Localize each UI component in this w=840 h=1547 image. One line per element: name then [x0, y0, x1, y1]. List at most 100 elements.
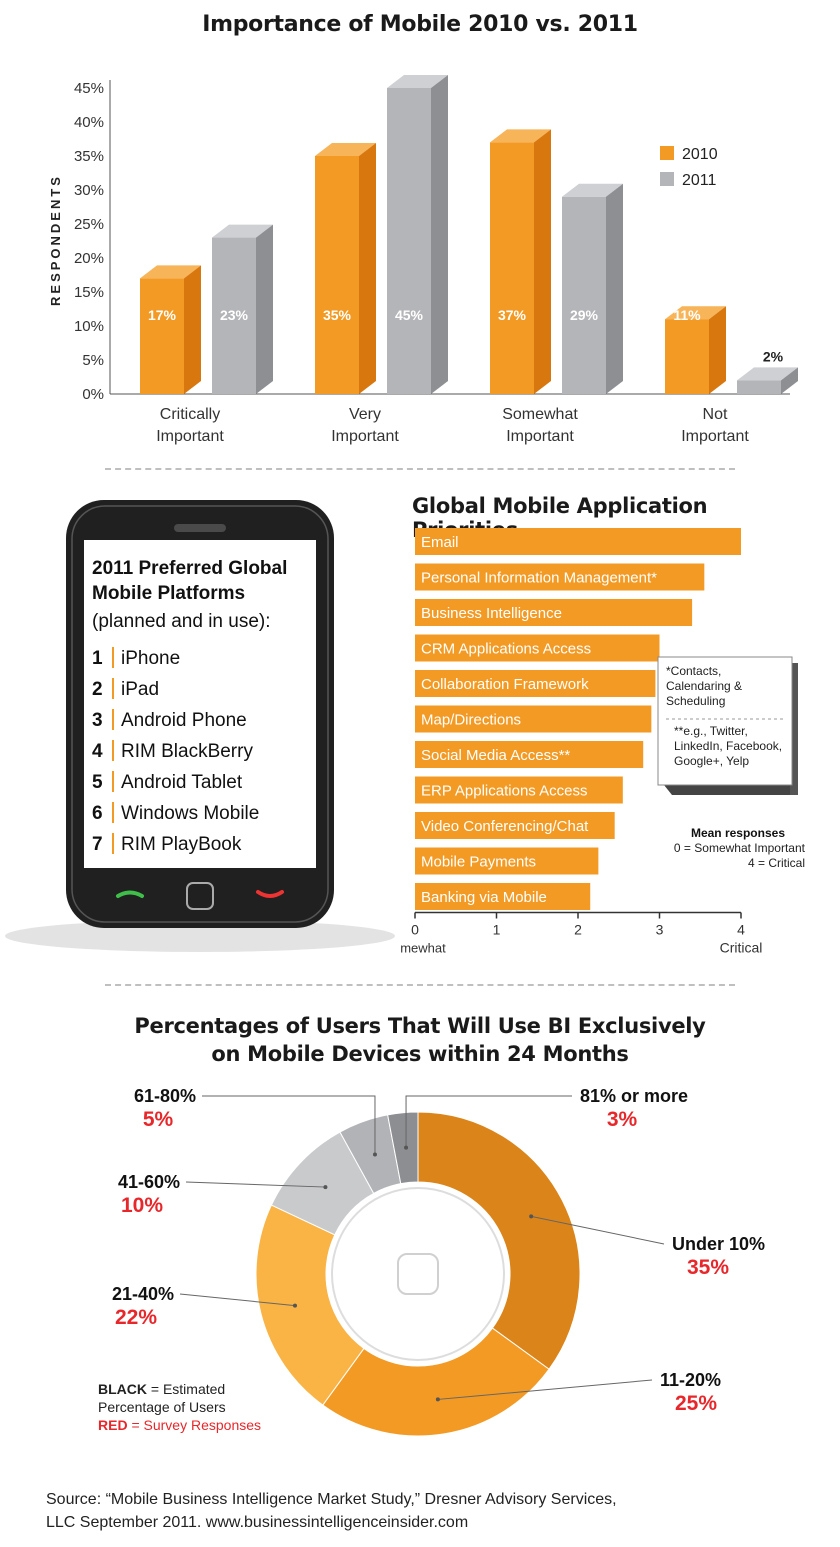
platform-item: 5 Android Tablet — [92, 771, 243, 793]
svg-text:iPhone: iPhone — [121, 648, 180, 669]
legend-label-2011: 2011 — [682, 172, 717, 189]
key-black-line-2: Percentage of Users — [98, 1399, 226, 1415]
legend-label-2010: 2010 — [682, 146, 718, 163]
y-tick-label: 45% — [74, 80, 104, 97]
footnote-1-line: Calendaring & — [666, 679, 742, 693]
y-tick-label: 10% — [74, 318, 104, 335]
x-category-label: Important — [681, 428, 749, 445]
x-category-label: Critically — [160, 406, 220, 423]
priority-bar-label: Personal Information Management* — [421, 570, 657, 587]
x-category-label: Not — [703, 406, 728, 423]
footnote-box — [657, 656, 793, 786]
priority-bar-label: Email — [421, 534, 459, 551]
priorities-bar-chart: Email Personal Information Management* Bus… — [400, 528, 806, 960]
phone-illustration: 2011 Preferred Global Mobile Platforms (pl… — [5, 500, 395, 952]
divider-1 — [105, 468, 735, 470]
svg-text:3: 3 — [92, 710, 103, 731]
y-tick-label: 40% — [74, 114, 104, 131]
divider-2 — [105, 984, 735, 986]
bar-value-label: 17% — [148, 307, 177, 323]
chart3-title-line2: on Mobile Devices within 24 Months — [211, 1042, 629, 1066]
bar-value-label: 11% — [673, 307, 701, 323]
svg-text:RIM BlackBerry: RIM BlackBerry — [121, 741, 253, 762]
donut-slice — [322, 1327, 550, 1437]
y-tick-label: 25% — [74, 216, 104, 233]
slice-category-label: 21-40% — [112, 1284, 174, 1304]
svg-text:2: 2 — [92, 679, 103, 700]
svg-text:iPad: iPad — [121, 679, 159, 700]
platform-item: 7 RIM PlayBook — [92, 833, 242, 855]
leader-line — [179, 1293, 296, 1307]
source-line-2: LLC September 2011. www.businessintellig… — [46, 1514, 469, 1531]
donut-slice — [417, 1111, 581, 1370]
priority-bar-label: Video Conferencing/Chat — [421, 818, 589, 835]
priority-bar-label: Map/Directions — [421, 712, 521, 729]
mean-responses-line: 0 = Somewhat Important — [674, 841, 806, 855]
chart3-title-line1: Percentages of Users That Will Use BI Ex… — [134, 1014, 706, 1038]
phone-subtitle: (planned and in use): — [92, 611, 271, 632]
y-tick-label: 30% — [74, 182, 104, 199]
slice-response-label: 10% — [121, 1194, 163, 1217]
svg-text:RIM PlayBook: RIM PlayBook — [121, 834, 242, 855]
platform-item: 1 iPhone — [92, 647, 180, 669]
speaker-slot — [174, 524, 226, 532]
mean-responses-line: 4 = Critical — [748, 856, 805, 870]
leader-line — [437, 1379, 653, 1400]
key-red-line: RED = Survey Responses — [98, 1417, 261, 1433]
svg-text:Android Phone: Android Phone — [121, 710, 247, 731]
priority-bar — [415, 705, 652, 733]
source-note: Source: “Mobile Business Intelligence Ma… — [46, 1488, 806, 1534]
slice-response-label: 25% — [675, 1392, 717, 1415]
bar-2011-1 — [387, 75, 448, 394]
leader-line — [405, 1095, 572, 1148]
x-tick-label: 4 — [737, 922, 745, 938]
footnote-1-line: Scheduling — [666, 694, 725, 708]
slice-category-label: 61-80% — [134, 1086, 196, 1106]
footnote-2-line: **e.g., Twitter, — [674, 724, 748, 738]
phone-call-icon — [116, 890, 144, 898]
priority-bar — [415, 634, 660, 662]
svg-text:6: 6 — [92, 803, 103, 824]
x-tick-label: 0 — [411, 922, 419, 938]
x-category-label: Somewhat — [502, 406, 578, 423]
priority-bar-label: Mobile Payments — [421, 854, 536, 871]
donut-slice — [255, 1204, 365, 1406]
bar-value-label: 29% — [570, 307, 599, 323]
priority-bar-label: Business Intelligence — [421, 605, 562, 622]
x-max-label: Critical — [720, 940, 763, 956]
y-tick-label: 35% — [74, 148, 104, 165]
phone-screen — [84, 540, 316, 868]
priority-bar-label: Social Media Access** — [421, 747, 570, 764]
platform-item: 2 iPad — [92, 678, 159, 700]
priority-bar — [415, 528, 741, 555]
x-tick-label: 2 — [574, 922, 582, 938]
home-button-icon — [186, 882, 214, 910]
footnote-1-line: *Contacts, — [666, 664, 721, 678]
svg-text:4: 4 — [92, 741, 103, 762]
priority-bar — [415, 563, 705, 591]
leader-line — [202, 1095, 376, 1155]
legend-swatch-2010 — [660, 146, 674, 160]
home-square-icon — [397, 1253, 439, 1295]
bar-value-label: 45% — [395, 307, 424, 323]
leader-line — [531, 1215, 665, 1245]
slice-response-label: 35% — [687, 1256, 729, 1279]
svg-text:5: 5 — [92, 772, 103, 793]
x-tick-label: 1 — [493, 922, 501, 938]
slice-category-label: 81% or more — [580, 1086, 688, 1106]
bar-2010-2 — [490, 129, 551, 394]
x-category-label: Important — [506, 428, 574, 445]
footnote-2-line: Google+, Yelp — [674, 754, 749, 768]
priority-bar-label: ERP Applications Access — [421, 783, 587, 800]
priority-bar — [415, 883, 591, 910]
phone-title-line1: 2011 Preferred Global — [92, 558, 287, 579]
bar-2010-3 — [665, 306, 726, 394]
y-tick-label: 20% — [74, 250, 104, 267]
y-tick-label: 15% — [74, 284, 104, 301]
platform-item: 3 Android Phone — [92, 709, 247, 731]
slice-response-label: 3% — [607, 1108, 638, 1131]
bar-value-label: 2% — [763, 348, 784, 364]
priority-bar-label: Collaboration Framework — [421, 676, 589, 693]
y-tick-label: 0% — [82, 386, 104, 403]
slice-category-label: 41-60% — [118, 1172, 180, 1192]
